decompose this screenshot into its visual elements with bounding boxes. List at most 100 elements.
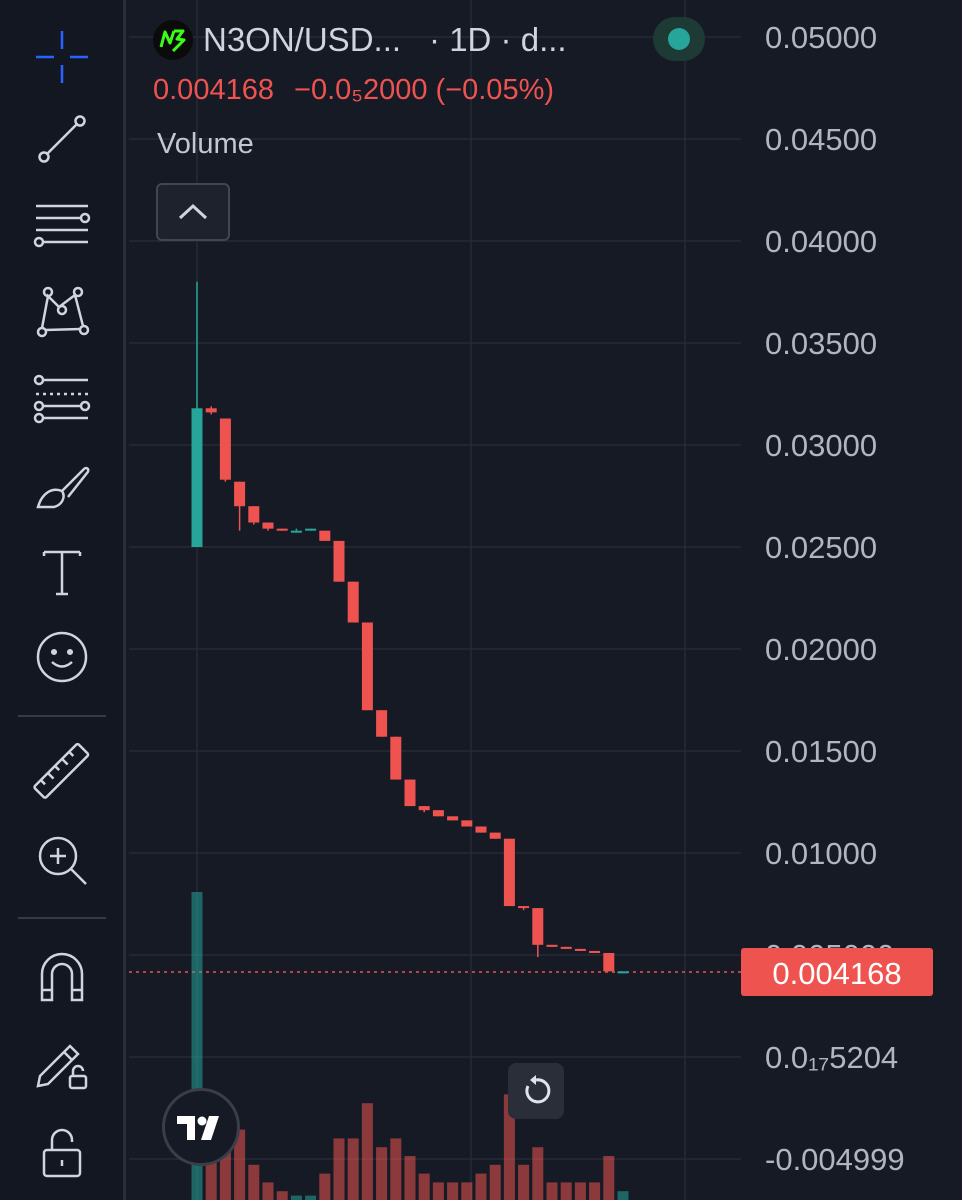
last-price-tag — [741, 947, 933, 996]
pattern-icon — [36, 286, 90, 338]
y-tick-label: 0.02000 — [765, 632, 877, 667]
volume-bar — [219, 1138, 231, 1200]
toolbar-separator — [18, 917, 106, 919]
trend-line-tool[interactable] — [24, 107, 100, 171]
candle-body — [489, 832, 501, 839]
candle-body — [361, 622, 373, 711]
emoji-tool[interactable] — [24, 625, 100, 689]
price-legend: 0.004168 −0.0₅2000 (−0.05%) — [153, 74, 554, 107]
drawing-toolbar — [0, 0, 126, 1200]
symbol-name: N3ON/USD... — [203, 21, 402, 58]
candle-body — [290, 530, 302, 533]
volume-bar — [461, 1182, 473, 1200]
candle-body — [546, 944, 558, 947]
volume-bar — [574, 1182, 586, 1200]
volume-bar — [390, 1138, 402, 1200]
zoom-in-icon — [38, 836, 87, 885]
tradingview-logo[interactable] — [162, 1088, 240, 1166]
n3on-coin-logo — [153, 20, 193, 60]
ruler-icon — [33, 743, 90, 799]
pattern-tool[interactable] — [24, 280, 100, 344]
volume-bar — [589, 1182, 601, 1200]
toolbar-separator — [18, 715, 106, 717]
y-tick-label: 0.0₁₇5204 — [765, 1040, 898, 1075]
y-tick-label: -0.004999 — [765, 1142, 905, 1177]
symbol-legend[interactable]: N3ON/USD... · 1D · d... — [153, 18, 567, 62]
candle-body — [234, 481, 246, 507]
volume-bar — [205, 1156, 217, 1200]
candle-body — [589, 950, 601, 953]
volume-bar — [418, 1173, 430, 1200]
volume-bar — [489, 1164, 501, 1200]
candle-body — [518, 906, 530, 909]
chart-area[interactable]: 0.05000 0.04500 0.04000 0.03500 0.03000 0.025… — [129, 0, 962, 1200]
volume-bar — [248, 1164, 260, 1200]
crosshair-tool[interactable] — [24, 25, 100, 89]
text-tool[interactable] — [24, 540, 100, 604]
last-price-tag-label: 0.004168 — [772, 956, 901, 991]
candle-body — [319, 530, 331, 541]
candle-body — [404, 779, 416, 807]
magnet-tool[interactable] — [24, 944, 100, 1008]
volume-bar — [361, 1103, 373, 1200]
candle-body — [574, 948, 586, 951]
fib-retracement-icon — [33, 374, 91, 424]
lock-icon — [42, 1128, 82, 1178]
lock-tool[interactable] — [24, 1120, 100, 1184]
price-change: −0.0₅2000 (−0.05%) — [294, 74, 555, 106]
trend-line-icon — [38, 115, 86, 163]
candle-body — [333, 540, 345, 582]
volume-bar — [503, 1094, 515, 1200]
volume-bar — [347, 1138, 359, 1200]
candle-body — [305, 528, 317, 531]
interval-text: · 1D · d... — [429, 21, 567, 58]
magnet-icon — [40, 952, 84, 1002]
volume-bar — [532, 1147, 544, 1200]
candle-body — [205, 408, 217, 413]
volume-bar — [432, 1182, 444, 1200]
text-icon — [42, 550, 82, 596]
candle-body — [560, 946, 572, 949]
brush-tool[interactable] — [24, 455, 100, 519]
volume-bar — [276, 1191, 288, 1200]
market-status-dot — [668, 28, 690, 50]
y-tick-label: 0.03500 — [765, 326, 877, 361]
lock-drawings-icon — [36, 1044, 88, 1090]
volume-bar — [262, 1182, 274, 1200]
volume-indicator-label[interactable]: Volume — [157, 128, 254, 160]
candle-body — [219, 418, 231, 480]
volume-bar — [333, 1138, 345, 1200]
y-tick-label: 0.05000 — [765, 20, 877, 55]
collapse-legend-button[interactable] — [156, 183, 230, 241]
volume-bar — [475, 1173, 487, 1200]
candle-body — [475, 826, 487, 833]
candle-body — [262, 522, 274, 529]
chart-canvas[interactable]: 0.05000 0.04500 0.04000 0.03500 0.03000 0.025… — [129, 0, 962, 1200]
chevron-up-icon — [178, 203, 208, 220]
horizontal-lines-icon — [33, 204, 91, 248]
fib-retracement-tool[interactable] — [24, 368, 100, 432]
y-tick-label: 0.04500 — [765, 122, 877, 157]
horizontal-lines-tool[interactable] — [24, 192, 100, 256]
candle-body — [503, 838, 515, 907]
y-tick-label: 0.02500 — [765, 530, 877, 565]
candle-body — [376, 710, 388, 737]
last-price: 0.004168 — [153, 74, 274, 106]
candle-body — [347, 581, 359, 623]
volume-bar — [376, 1147, 388, 1200]
crosshair-icon — [36, 31, 88, 83]
candle-body — [461, 820, 473, 827]
candle-body — [447, 816, 459, 821]
measure-tool[interactable] — [24, 741, 100, 805]
reset-chart-icon — [525, 1075, 551, 1104]
volume-bar — [404, 1156, 416, 1200]
market-status[interactable] — [653, 17, 705, 61]
volume-bar — [518, 1164, 530, 1200]
reset-chart-button[interactable] — [508, 1063, 564, 1119]
candle-body — [432, 810, 444, 817]
candle-body — [191, 408, 203, 548]
volume-bar — [319, 1173, 331, 1200]
lock-drawings-tool[interactable] — [24, 1030, 100, 1094]
zoom-in-tool[interactable] — [24, 828, 100, 892]
y-tick-label: 0.04000 — [765, 224, 877, 259]
